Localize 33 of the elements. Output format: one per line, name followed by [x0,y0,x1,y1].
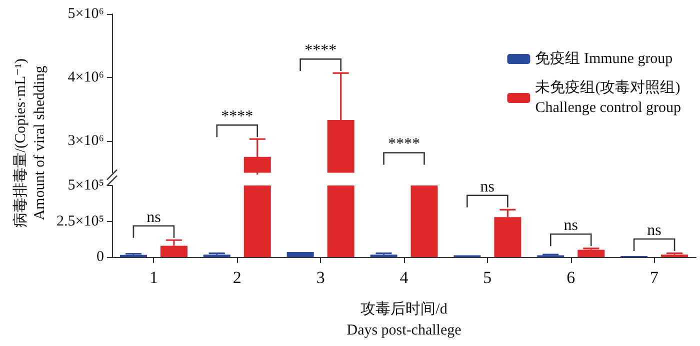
x-tick-label: 2 [232,268,242,287]
x-tick-label: 7 [650,268,660,287]
x-tick-label: 3 [316,268,325,287]
annotation: ns [647,222,662,239]
bar [370,254,398,257]
legend-label: 免疫组 Immune group [535,50,673,67]
annotation: **** [221,108,254,126]
y-tick-label: 5×10⁵ [68,177,104,194]
annotation: ns [480,178,495,196]
y-tick-label: 3×10⁶ [68,132,104,149]
bar [661,254,688,257]
bar [327,185,354,257]
bar [578,249,605,257]
y-tick-label: 0 [96,248,104,265]
x-tick-label: 5 [483,268,492,287]
annotation: **** [304,42,337,60]
y-tick-label: 5×10⁶ [68,6,104,22]
bar [160,245,188,257]
y-tick-label: 2.5×10⁵ [56,212,104,229]
x-tick-label: 6 [566,268,576,287]
annotation: **** [388,136,420,153]
bar [244,185,271,257]
bar [410,185,438,257]
annotation: ns [564,217,578,234]
bar [286,252,314,257]
annotation: ns [146,208,161,226]
bar [203,254,230,257]
x-tick-label: 1 [149,268,158,287]
x-axis-title: 攻毒后时间/d Days post-challege [346,300,462,338]
x-tick-label: 4 [400,268,409,287]
y-tick-label: 4×10⁶ [68,69,104,86]
legend-label: 未免疫组(攻毒对照组) Challenge control group [535,79,681,116]
y-axis-title: 病毒排毒量/(Copies·mL⁻¹) Amount of viral shedding [12,58,48,228]
